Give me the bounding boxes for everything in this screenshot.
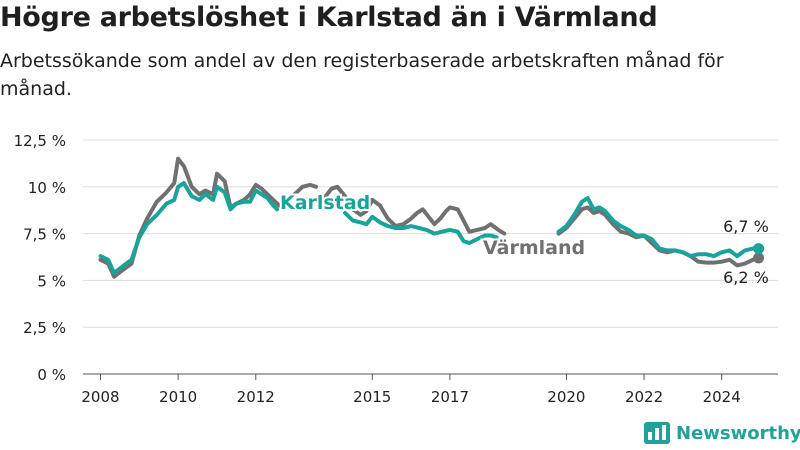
series-label-varmland: Värmland bbox=[483, 237, 585, 259]
y-tick-label: 12,5 % bbox=[14, 132, 66, 150]
bar-chart-logo-icon bbox=[644, 422, 670, 444]
series-line-karlstad bbox=[98, 181, 280, 275]
end-value-label-karlstad: 6,7 % bbox=[723, 217, 769, 236]
series-line-värmland bbox=[323, 184, 507, 236]
x-tick-label: 2024 bbox=[703, 388, 741, 406]
x-tick-label: 2015 bbox=[353, 388, 391, 406]
x-tick-label: 2017 bbox=[431, 388, 469, 406]
series-line-värmland bbox=[284, 182, 318, 206]
chart-title: Högre arbetslöshet i Karlstad än i Värml… bbox=[0, 2, 658, 33]
series-label-karlstad: Karlstad bbox=[280, 192, 370, 214]
series-end-point bbox=[753, 243, 765, 255]
series-line-karlstad bbox=[343, 211, 499, 245]
brand-logo: Newsworthy bbox=[644, 419, 800, 447]
x-tick-label: 2012 bbox=[237, 388, 275, 406]
brand-name: Newsworthy bbox=[676, 422, 800, 444]
y-tick-label: 5 % bbox=[37, 272, 66, 290]
series-line-karlstad bbox=[556, 196, 761, 259]
end-value-label-varmland: 6,2 % bbox=[723, 268, 769, 287]
y-tick-label: 7,5 % bbox=[23, 226, 66, 244]
y-tick-label: 0 % bbox=[37, 366, 66, 384]
series-line-värmland bbox=[98, 156, 282, 279]
x-tick-label: 2010 bbox=[159, 388, 197, 406]
y-tick-label: 10 % bbox=[28, 179, 66, 197]
x-tick-label: 2020 bbox=[547, 388, 585, 406]
series-end-point bbox=[753, 252, 765, 264]
y-tick-label: 2,5 % bbox=[23, 319, 66, 337]
x-tick-label: 2008 bbox=[81, 388, 119, 406]
chart-subtitle: Arbetssökande som andel av den registerb… bbox=[0, 50, 724, 100]
x-tick-label: 2022 bbox=[625, 388, 663, 406]
